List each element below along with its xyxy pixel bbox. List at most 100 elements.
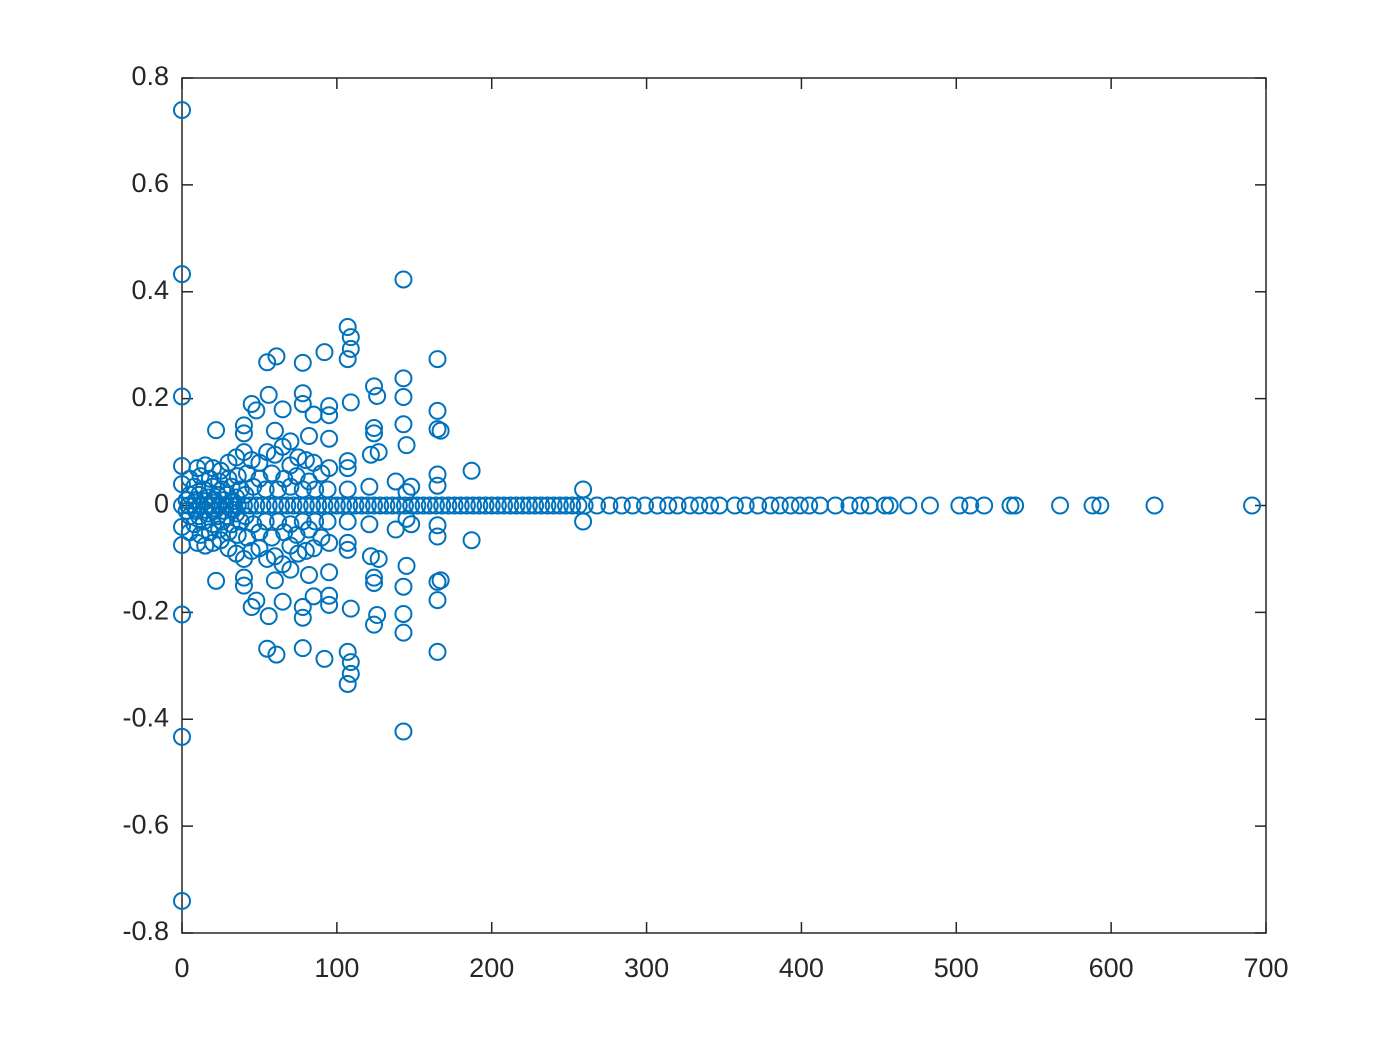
point	[371, 496, 390, 515]
point	[636, 496, 655, 515]
point	[428, 401, 447, 420]
point	[320, 533, 339, 552]
point	[557, 496, 576, 515]
point	[265, 496, 284, 515]
point	[414, 496, 433, 515]
point	[262, 464, 281, 483]
point	[1083, 496, 1102, 515]
point	[299, 427, 318, 446]
point	[377, 496, 396, 515]
point	[397, 436, 416, 455]
point	[234, 568, 253, 587]
point	[389, 496, 408, 515]
point	[293, 394, 312, 413]
point	[431, 571, 450, 590]
point	[289, 544, 308, 563]
point	[293, 353, 312, 372]
point	[289, 448, 308, 467]
point	[222, 496, 241, 515]
x-tick-label: 700	[1243, 953, 1288, 983]
point	[179, 496, 198, 515]
point	[197, 496, 216, 515]
point	[790, 496, 809, 515]
point	[273, 555, 292, 574]
point	[1001, 496, 1020, 515]
point	[338, 318, 357, 337]
point	[648, 496, 667, 515]
point	[920, 496, 939, 515]
point	[462, 531, 481, 550]
point	[207, 571, 226, 590]
point	[428, 465, 447, 484]
point	[899, 496, 918, 515]
point	[281, 515, 300, 534]
y-tick-label: 0.6	[131, 168, 169, 198]
point	[507, 496, 526, 515]
point	[368, 386, 387, 405]
point	[185, 496, 204, 515]
point	[315, 343, 334, 362]
point	[950, 496, 969, 515]
point	[265, 421, 284, 440]
point	[258, 549, 277, 568]
point	[234, 424, 253, 443]
point	[360, 477, 379, 496]
point	[526, 496, 545, 515]
x-tick-label: 500	[934, 953, 979, 983]
point	[360, 515, 379, 534]
point	[439, 496, 458, 515]
point	[296, 541, 315, 560]
point	[340, 496, 359, 515]
point	[445, 496, 464, 515]
point	[258, 639, 277, 658]
point	[320, 459, 339, 478]
point	[341, 328, 360, 347]
point	[420, 496, 439, 515]
point	[394, 270, 413, 289]
point	[173, 605, 191, 624]
point	[781, 496, 800, 515]
point	[851, 496, 870, 515]
point	[259, 496, 278, 515]
point	[394, 722, 413, 741]
point	[320, 397, 339, 416]
point	[309, 496, 328, 515]
point	[736, 496, 755, 515]
point	[303, 496, 322, 515]
point	[680, 496, 699, 515]
point	[341, 653, 360, 672]
point	[296, 451, 315, 470]
point	[563, 496, 582, 515]
point	[433, 496, 452, 515]
point	[397, 556, 416, 575]
point	[428, 350, 447, 369]
point	[501, 496, 520, 515]
y-tick-label: -0.6	[122, 809, 169, 839]
point	[1091, 496, 1110, 515]
x-tick-label: 200	[469, 953, 514, 983]
point	[173, 496, 191, 515]
point	[464, 496, 483, 515]
point	[304, 587, 323, 606]
point	[428, 516, 447, 535]
point	[210, 496, 229, 515]
point	[394, 577, 413, 596]
point	[290, 496, 309, 515]
point	[600, 496, 619, 515]
point	[321, 496, 340, 515]
point	[272, 496, 291, 515]
point	[365, 496, 384, 515]
point	[352, 496, 371, 515]
point	[770, 496, 789, 515]
point	[200, 523, 219, 542]
point	[569, 496, 588, 515]
point	[386, 472, 405, 491]
point	[975, 496, 994, 515]
x-tick-label: 600	[1089, 953, 1134, 983]
y-tick-label: -0.4	[122, 702, 169, 732]
point	[293, 608, 312, 627]
point	[1006, 496, 1025, 515]
point	[588, 496, 607, 515]
point	[258, 443, 277, 462]
